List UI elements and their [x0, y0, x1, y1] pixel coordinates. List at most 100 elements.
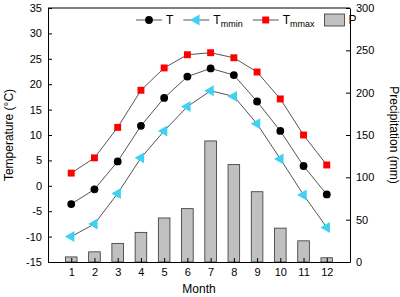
legend-marker [145, 16, 153, 24]
tick-label: 300 [356, 2, 374, 14]
marker [161, 64, 168, 71]
marker [68, 170, 75, 177]
tick: 6 [185, 258, 191, 278]
tick-mark [48, 186, 52, 187]
tick-label: -10 [26, 231, 42, 243]
marker [111, 188, 120, 199]
tick-label: 15 [30, 104, 42, 116]
tick: 30 [30, 27, 52, 39]
marker [91, 154, 98, 161]
tick-label: 100 [356, 171, 374, 183]
marker [300, 162, 308, 170]
tick-label: 7 [208, 266, 214, 278]
tick-mark [48, 135, 52, 136]
bar [275, 228, 287, 262]
tick-label: 35 [30, 2, 42, 14]
tick: 15 [30, 104, 52, 116]
data-area [65, 49, 333, 262]
tick-label: 25 [30, 53, 42, 65]
tick-label: 9 [255, 266, 261, 278]
marker [253, 98, 261, 106]
marker [135, 152, 144, 163]
tick: 9 [255, 258, 261, 278]
tick-mark [346, 135, 350, 136]
tick: 5 [162, 258, 168, 278]
bars [65, 141, 332, 262]
bar [298, 241, 310, 262]
tick-label: 3 [115, 266, 121, 278]
marker [207, 49, 214, 56]
tick-mark [164, 258, 165, 262]
tick-mark [48, 211, 52, 212]
marker [67, 200, 75, 208]
tick-label: 150 [356, 129, 374, 141]
y2-axis: 050100150200250300 [346, 2, 374, 268]
tick-mark [280, 258, 281, 262]
tick: 4 [138, 258, 144, 278]
marker [251, 118, 260, 129]
bar [89, 252, 101, 262]
legend-label: P [349, 13, 357, 27]
marker [277, 95, 284, 102]
marker [254, 69, 261, 76]
bar [65, 257, 77, 262]
marker [114, 124, 121, 131]
tick-label: 1 [69, 266, 75, 278]
tick: 10 [275, 258, 287, 278]
marker [300, 132, 307, 139]
y-axis: -15-10-505101520253035 [26, 2, 52, 268]
marker [276, 127, 284, 135]
tick-mark [48, 237, 52, 238]
tick-label: 50 [356, 214, 368, 226]
tick: 7 [208, 258, 214, 278]
tick: 0 [346, 256, 362, 268]
marker [91, 185, 99, 193]
marker [274, 153, 283, 164]
tick-mark [257, 258, 258, 262]
tick: -15 [26, 256, 52, 268]
tick: 11 [298, 258, 309, 278]
line [71, 68, 327, 204]
marker [228, 91, 237, 102]
bar [321, 258, 333, 262]
tick-mark [187, 258, 188, 262]
tick-mark [346, 220, 350, 221]
marker [184, 51, 191, 58]
tick-mark [48, 110, 52, 111]
tick: -10 [26, 231, 52, 243]
tick-label: 5 [36, 154, 42, 166]
tick-mark [71, 258, 72, 262]
tick: 0 [36, 180, 52, 192]
legend-label: Tmmax [283, 13, 315, 29]
legend-item: T [136, 13, 174, 27]
line [71, 53, 327, 173]
y2-axis-line [350, 9, 351, 263]
tick-label: 4 [138, 266, 144, 278]
markers [65, 85, 330, 242]
bar [251, 192, 263, 262]
tick-label: 12 [321, 266, 333, 278]
tick-mark [211, 258, 212, 262]
tick-mark [94, 258, 95, 262]
tick-mark [346, 262, 350, 263]
marker [204, 85, 213, 96]
tick-mark [48, 262, 52, 263]
frame-top [48, 8, 350, 9]
tick-mark [346, 50, 350, 51]
tick: 3 [115, 258, 121, 278]
marker [323, 162, 330, 169]
bar [135, 232, 147, 262]
x-axis-line [49, 262, 351, 263]
tick: 20 [30, 78, 52, 90]
x-axis-title: Month [182, 282, 215, 296]
legend-item: Tmmax [253, 13, 315, 29]
tick-label: 200 [356, 87, 374, 99]
marker [137, 87, 144, 94]
tick-label: 10 [30, 129, 42, 141]
tick-label: -15 [26, 256, 42, 268]
markers [67, 65, 330, 208]
tick-label: 0 [36, 180, 42, 192]
bar [112, 243, 124, 262]
tick: 8 [231, 258, 237, 278]
tick-mark [48, 160, 52, 161]
